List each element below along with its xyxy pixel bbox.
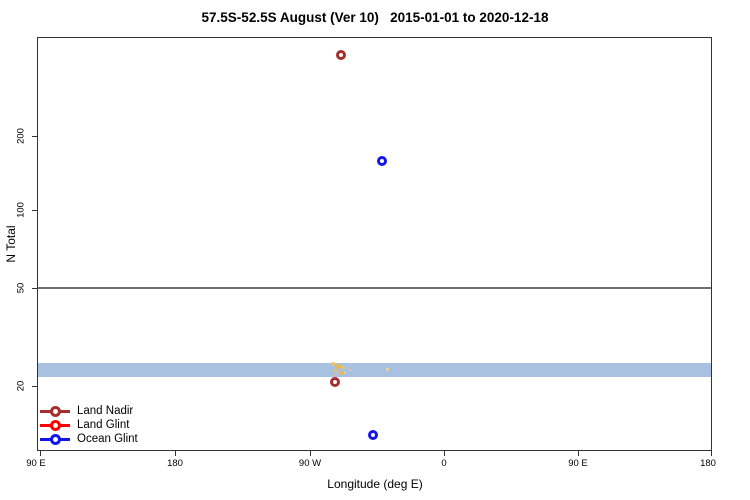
yellow-speck bbox=[349, 369, 351, 371]
legend-circle-icon bbox=[50, 420, 61, 431]
x-tick bbox=[175, 451, 176, 456]
x-tick-label: 90 W bbox=[298, 458, 322, 469]
yellow-speck bbox=[339, 371, 343, 375]
legend-label: Ocean Glint bbox=[77, 433, 138, 445]
y-tick-label: 20 bbox=[15, 380, 27, 392]
point-land-nadir-low bbox=[330, 377, 340, 387]
y-tick-label: 100 bbox=[15, 202, 27, 218]
y-tick bbox=[32, 210, 37, 211]
yellow-speck bbox=[386, 368, 389, 371]
point-land-nadir-high bbox=[336, 50, 346, 60]
y-tick-label: 200 bbox=[15, 128, 27, 144]
chart-title: 57.5S-52.5S August (Ver 10) 2015-01-01 t… bbox=[201, 10, 549, 25]
x-tick bbox=[578, 451, 579, 456]
y-tick bbox=[32, 386, 37, 387]
legend-circle-icon bbox=[50, 406, 61, 417]
x-tick-label: 180 bbox=[700, 458, 716, 469]
yellow-speck bbox=[336, 364, 341, 369]
legend-label: Land Glint bbox=[77, 419, 130, 431]
legend-label: Land Nadir bbox=[77, 405, 134, 417]
x-tick-label: 0 bbox=[441, 458, 447, 469]
x-axis-title: Longitude (deg E) bbox=[327, 477, 423, 491]
plot-area: Land Nadir Land Glint Ocean Glint bbox=[37, 37, 712, 451]
yellow-speck bbox=[333, 374, 335, 376]
point-ocean-glint-low bbox=[368, 430, 378, 440]
x-tick bbox=[310, 451, 311, 456]
x-tick bbox=[711, 451, 712, 456]
yellow-speck bbox=[331, 362, 335, 366]
point-ocean-glint-high bbox=[377, 156, 387, 166]
x-tick-label: 90 E bbox=[26, 458, 46, 469]
y-axis-title: N Total bbox=[4, 225, 18, 263]
x-tick bbox=[444, 451, 445, 456]
yellow-speck bbox=[345, 367, 347, 369]
yellow-speck bbox=[334, 369, 337, 372]
yellow-speck bbox=[344, 372, 346, 374]
yellow-speck bbox=[341, 366, 344, 369]
x-tick bbox=[40, 451, 41, 456]
reference-line-50 bbox=[38, 287, 711, 289]
legend-circle-icon bbox=[50, 434, 61, 445]
x-tick-label: 180 bbox=[167, 458, 183, 469]
y-tick bbox=[32, 288, 37, 289]
x-tick-label: 90 E bbox=[568, 458, 588, 469]
y-tick-label: 50 bbox=[15, 282, 27, 294]
y-tick bbox=[32, 136, 37, 137]
highlight-band bbox=[38, 363, 711, 377]
